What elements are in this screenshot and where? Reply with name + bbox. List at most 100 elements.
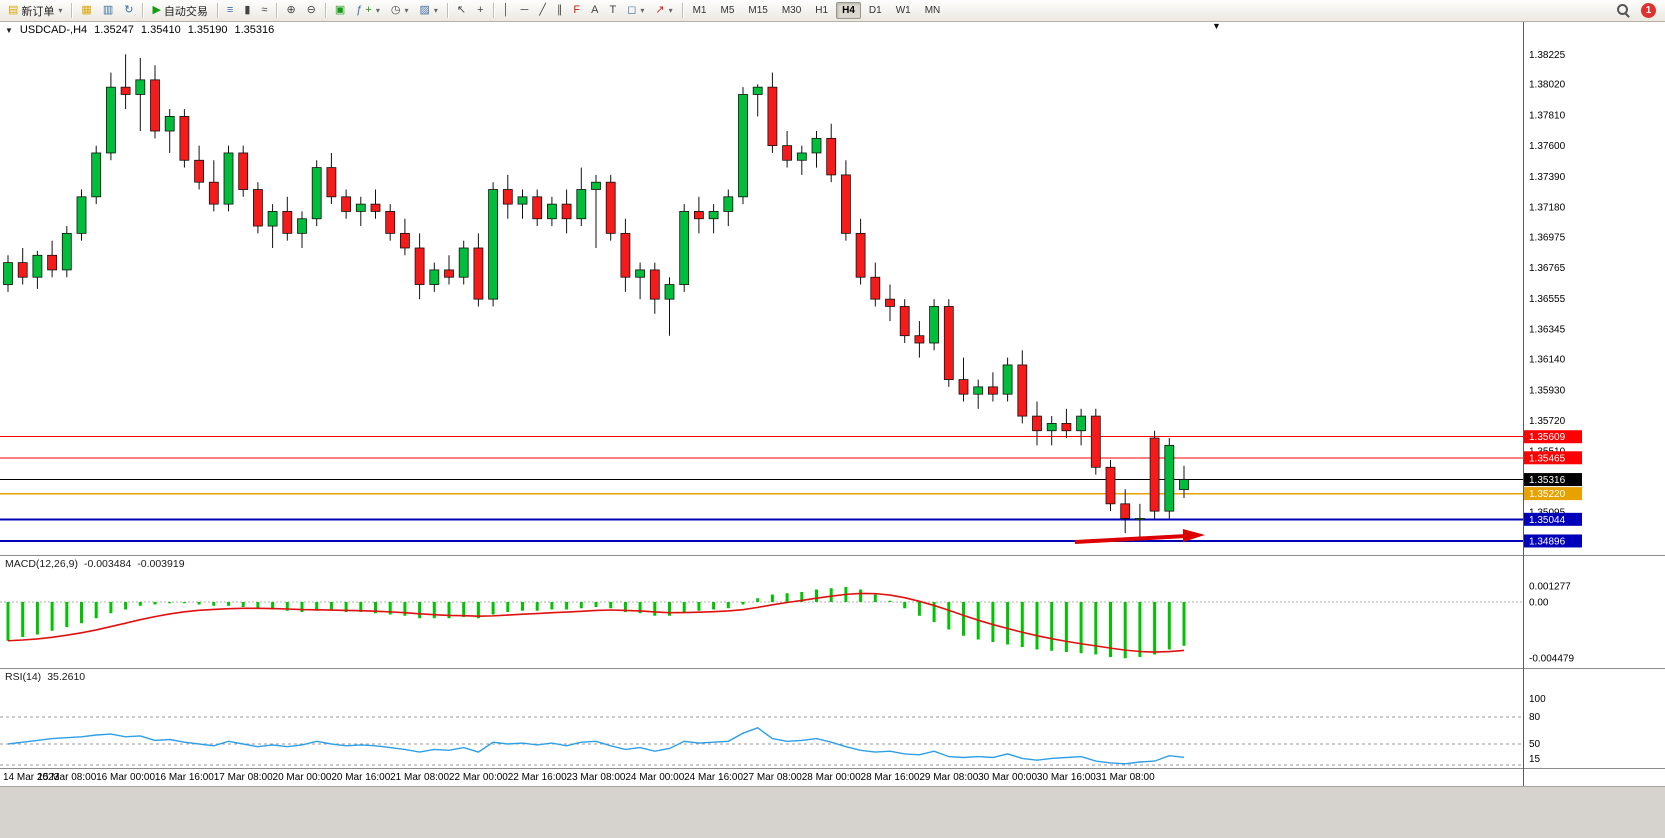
indicators-button[interactable]: ƒ + ▾: [351, 2, 385, 20]
vertical-line-button[interactable]: │: [498, 2, 515, 20]
timeframe-button-D1[interactable]: D1: [863, 2, 888, 19]
price-axis-separator[interactable]: [1523, 22, 1524, 786]
timeframe-button-M30[interactable]: M30: [776, 2, 807, 19]
candlestick-icon: ▮: [244, 5, 250, 16]
tile-windows-button[interactable]: ▣: [330, 2, 350, 20]
svg-text:1.37390: 1.37390: [1529, 172, 1566, 183]
charts-button[interactable]: ▦: [76, 2, 96, 20]
symbol-dropdown-icon[interactable]: ▼: [5, 26, 13, 35]
notification-badge[interactable]: 1: [1641, 3, 1656, 18]
label-button[interactable]: T: [604, 2, 621, 20]
toolbar-separator: [447, 3, 448, 18]
time-label: 31 Mar 08:00: [1096, 772, 1155, 783]
candlestick-button[interactable]: ▮: [239, 2, 255, 20]
channel-icon: ∥: [557, 5, 563, 16]
zoom-in-button[interactable]: ⊕: [281, 2, 300, 20]
time-label: 28 Mar 16:00: [861, 772, 920, 783]
svg-text:1.35609: 1.35609: [1529, 432, 1566, 443]
time-label: 27 Mar 08:00: [743, 772, 802, 783]
period-button[interactable]: ◷ ▾: [386, 2, 414, 20]
zoom-in-icon: ⊕: [286, 5, 295, 16]
trendline-icon: ╱: [539, 5, 546, 16]
chevron-down-icon: ▾: [669, 6, 673, 15]
rsi-chart[interactable]: 100805015: [0, 669, 1665, 768]
timeframe-button-W1[interactable]: W1: [890, 2, 917, 19]
time-label: 24 Mar 16:00: [684, 772, 743, 783]
time-label: 28 Mar 00:00: [802, 772, 861, 783]
search-icon[interactable]: [1617, 4, 1630, 17]
crosshair-button[interactable]: +: [472, 2, 488, 20]
price-chart[interactable]: 1.382251.380201.378101.376001.373901.371…: [0, 36, 1665, 555]
toolbar-separator: [217, 3, 218, 18]
templates-icon: ▨: [420, 5, 430, 16]
chevron-down-icon: ▾: [434, 6, 438, 15]
line-chart-button[interactable]: ≈: [256, 2, 272, 20]
add-indicator-icon: +: [365, 5, 371, 16]
new-order-icon: ▤: [8, 5, 18, 16]
horizontal-line-button[interactable]: ─: [515, 2, 533, 20]
svg-text:100: 100: [1529, 694, 1546, 705]
indicators-icon: ƒ: [356, 5, 362, 16]
refresh-icon: ↻: [124, 5, 133, 16]
time-label: 30 Mar 16:00: [1037, 772, 1096, 783]
toolbar-separator: [71, 3, 72, 18]
arrows-button[interactable]: ↗ ▾: [650, 2, 677, 20]
timeframe-button-H1[interactable]: H1: [809, 2, 834, 19]
timeframe-button-M1[interactable]: M1: [687, 2, 713, 19]
timeframe-button-M15[interactable]: M15: [742, 2, 773, 19]
price-panel: 1.382251.380201.378101.376001.373901.371…: [0, 36, 1665, 555]
timeframe-button-M5[interactable]: M5: [714, 2, 740, 19]
fibonacci-icon: F: [573, 5, 580, 16]
svg-text:1.35930: 1.35930: [1529, 385, 1566, 396]
timeframe-button-MN[interactable]: MN: [919, 2, 947, 19]
svg-text:1.36345: 1.36345: [1529, 325, 1566, 336]
templates-button[interactable]: ▨ ▾: [415, 2, 443, 20]
time-label: 29 Mar 08:00: [919, 772, 978, 783]
svg-text:1.35720: 1.35720: [1529, 416, 1566, 427]
time-label: 15 Mar 08:00: [37, 772, 96, 783]
time-axis[interactable]: 14 Mar 202315 Mar 08:0016 Mar 00:0016 Ma…: [0, 768, 1665, 786]
text-button[interactable]: A: [586, 2, 603, 20]
svg-text:1.35044: 1.35044: [1529, 515, 1566, 526]
time-label: 22 Mar 16:00: [508, 772, 567, 783]
toolbar-separator: [493, 3, 494, 18]
chart-shift-marker[interactable]: ▼: [1212, 22, 1221, 31]
toolbar: ▤ 新订单 ▾ ▦ ▥ ↻ ▶ 自动交易 ≡ ▮ ≈ ⊕ ⊖ ▣ ƒ + ▾ ◷…: [0, 0, 1665, 22]
rsi-value: 35.2610: [47, 671, 85, 683]
label-icon: T: [609, 5, 616, 16]
auto-trading-button[interactable]: ▶ 自动交易: [147, 2, 212, 20]
chevron-down-icon: ▾: [58, 6, 62, 15]
svg-text:1.37810: 1.37810: [1529, 110, 1566, 121]
svg-text:0.001277: 0.001277: [1529, 582, 1571, 593]
zoom-out-button[interactable]: ⊖: [302, 2, 321, 20]
fibonacci-button[interactable]: F: [568, 2, 585, 20]
bar-chart-button[interactable]: ≡: [222, 2, 238, 20]
cursor-button[interactable]: ↖: [452, 2, 471, 20]
profiles-icon: ▥: [103, 5, 113, 16]
arrow-tool-icon: ↗: [655, 5, 664, 16]
svg-text:1.36975: 1.36975: [1529, 233, 1566, 244]
vertical-line-icon: │: [503, 5, 510, 16]
trendline-button[interactable]: ╱: [534, 2, 551, 20]
channel-button[interactable]: ∥: [552, 2, 568, 20]
auto-trading-icon: ▶: [152, 5, 160, 16]
refresh-button[interactable]: ↻: [119, 2, 138, 20]
chevron-down-icon: ▾: [404, 6, 408, 15]
cursor-icon: ↖: [457, 5, 466, 16]
time-label: 24 Mar 00:00: [625, 772, 684, 783]
time-label: 30 Mar 00:00: [978, 772, 1037, 783]
time-label: 20 Mar 16:00: [331, 772, 390, 783]
profiles-button[interactable]: ▥: [98, 2, 118, 20]
toolbar-separator: [142, 3, 143, 18]
time-label: 17 Mar 08:00: [214, 772, 273, 783]
timeframe-button-H4[interactable]: H4: [836, 2, 861, 19]
macd-value: -0.003484: [84, 558, 131, 570]
new-order-button[interactable]: ▤ 新订单 ▾: [3, 2, 67, 20]
macd-chart[interactable]: 0.0012770.00-0.004479: [0, 556, 1665, 668]
chart-window: ▼ USDCAD-,H4 1.35247 1.35410 1.35190 1.3…: [0, 22, 1665, 786]
svg-text:1.37600: 1.37600: [1529, 141, 1566, 152]
crosshair-icon: +: [477, 5, 483, 16]
shapes-button[interactable]: ◻ ▾: [622, 2, 649, 20]
new-order-label: 新订单: [21, 3, 54, 19]
svg-text:80: 80: [1529, 712, 1541, 723]
